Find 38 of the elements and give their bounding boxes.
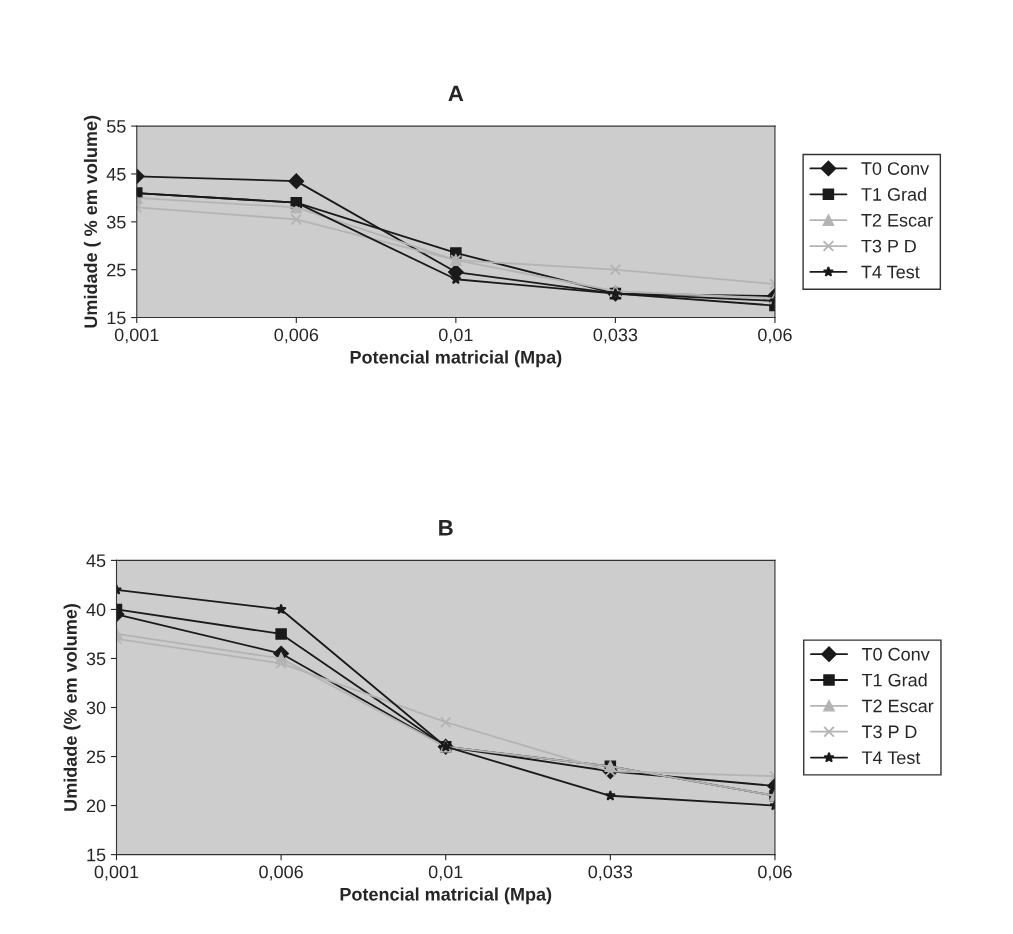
y-tick-label: 55 xyxy=(106,120,126,133)
x-tick-label: 0,01 xyxy=(428,865,463,881)
y-axis-title: Umidade ( % em volume) xyxy=(83,115,101,328)
legend-label: T2 Escar xyxy=(861,213,933,227)
x-axis-title: Potencial matricial (Mpa) xyxy=(350,350,562,368)
legend-label: T1 Grad xyxy=(861,187,926,201)
y-tick-label: 40 xyxy=(86,603,106,617)
y-tick-label: 25 xyxy=(107,263,126,277)
x-tick-label: 0,001 xyxy=(114,328,159,344)
legend-label: T4 Test xyxy=(861,265,920,279)
y-tick-label: 35 xyxy=(86,652,106,666)
legend-label: T0 Conv xyxy=(861,647,930,661)
legend-label: T3 P D xyxy=(861,725,917,739)
y-axis-title: Umidade (% em volume) xyxy=(63,604,81,811)
legend-label: T4 Test xyxy=(861,751,921,765)
legend-label: T1 Grad xyxy=(861,673,927,687)
y-tick-label: 15 xyxy=(107,311,126,325)
legend-label: T2 Escar xyxy=(861,699,934,713)
y-tick-label: 25 xyxy=(86,750,106,764)
y-tick-label: 30 xyxy=(86,701,106,715)
y-tick-label: 45 xyxy=(106,168,126,181)
x-tick-label: 0,06 xyxy=(758,865,792,881)
chart-title: A xyxy=(448,85,464,102)
x-tick-label: 0,033 xyxy=(588,865,633,881)
x-tick-label: 0,06 xyxy=(758,328,792,344)
x-tick-label: 0,01 xyxy=(438,328,473,344)
legend-label: T0 Conv xyxy=(861,162,930,175)
x-tick-label: 0,006 xyxy=(274,328,319,344)
y-tick-label: 15 xyxy=(87,848,106,862)
x-tick-label: 0,033 xyxy=(593,328,638,344)
x-tick-label: 0,001 xyxy=(94,865,139,881)
y-tick-label: 45 xyxy=(86,554,106,568)
chart-title: B xyxy=(439,520,453,536)
legend-label: T3 P D xyxy=(861,239,916,253)
y-tick-label: 35 xyxy=(106,215,126,229)
x-tick-label: 0,006 xyxy=(259,865,303,881)
y-tick-label: 20 xyxy=(86,799,106,813)
x-axis-title: Potencial matricial (Mpa) xyxy=(340,887,552,905)
